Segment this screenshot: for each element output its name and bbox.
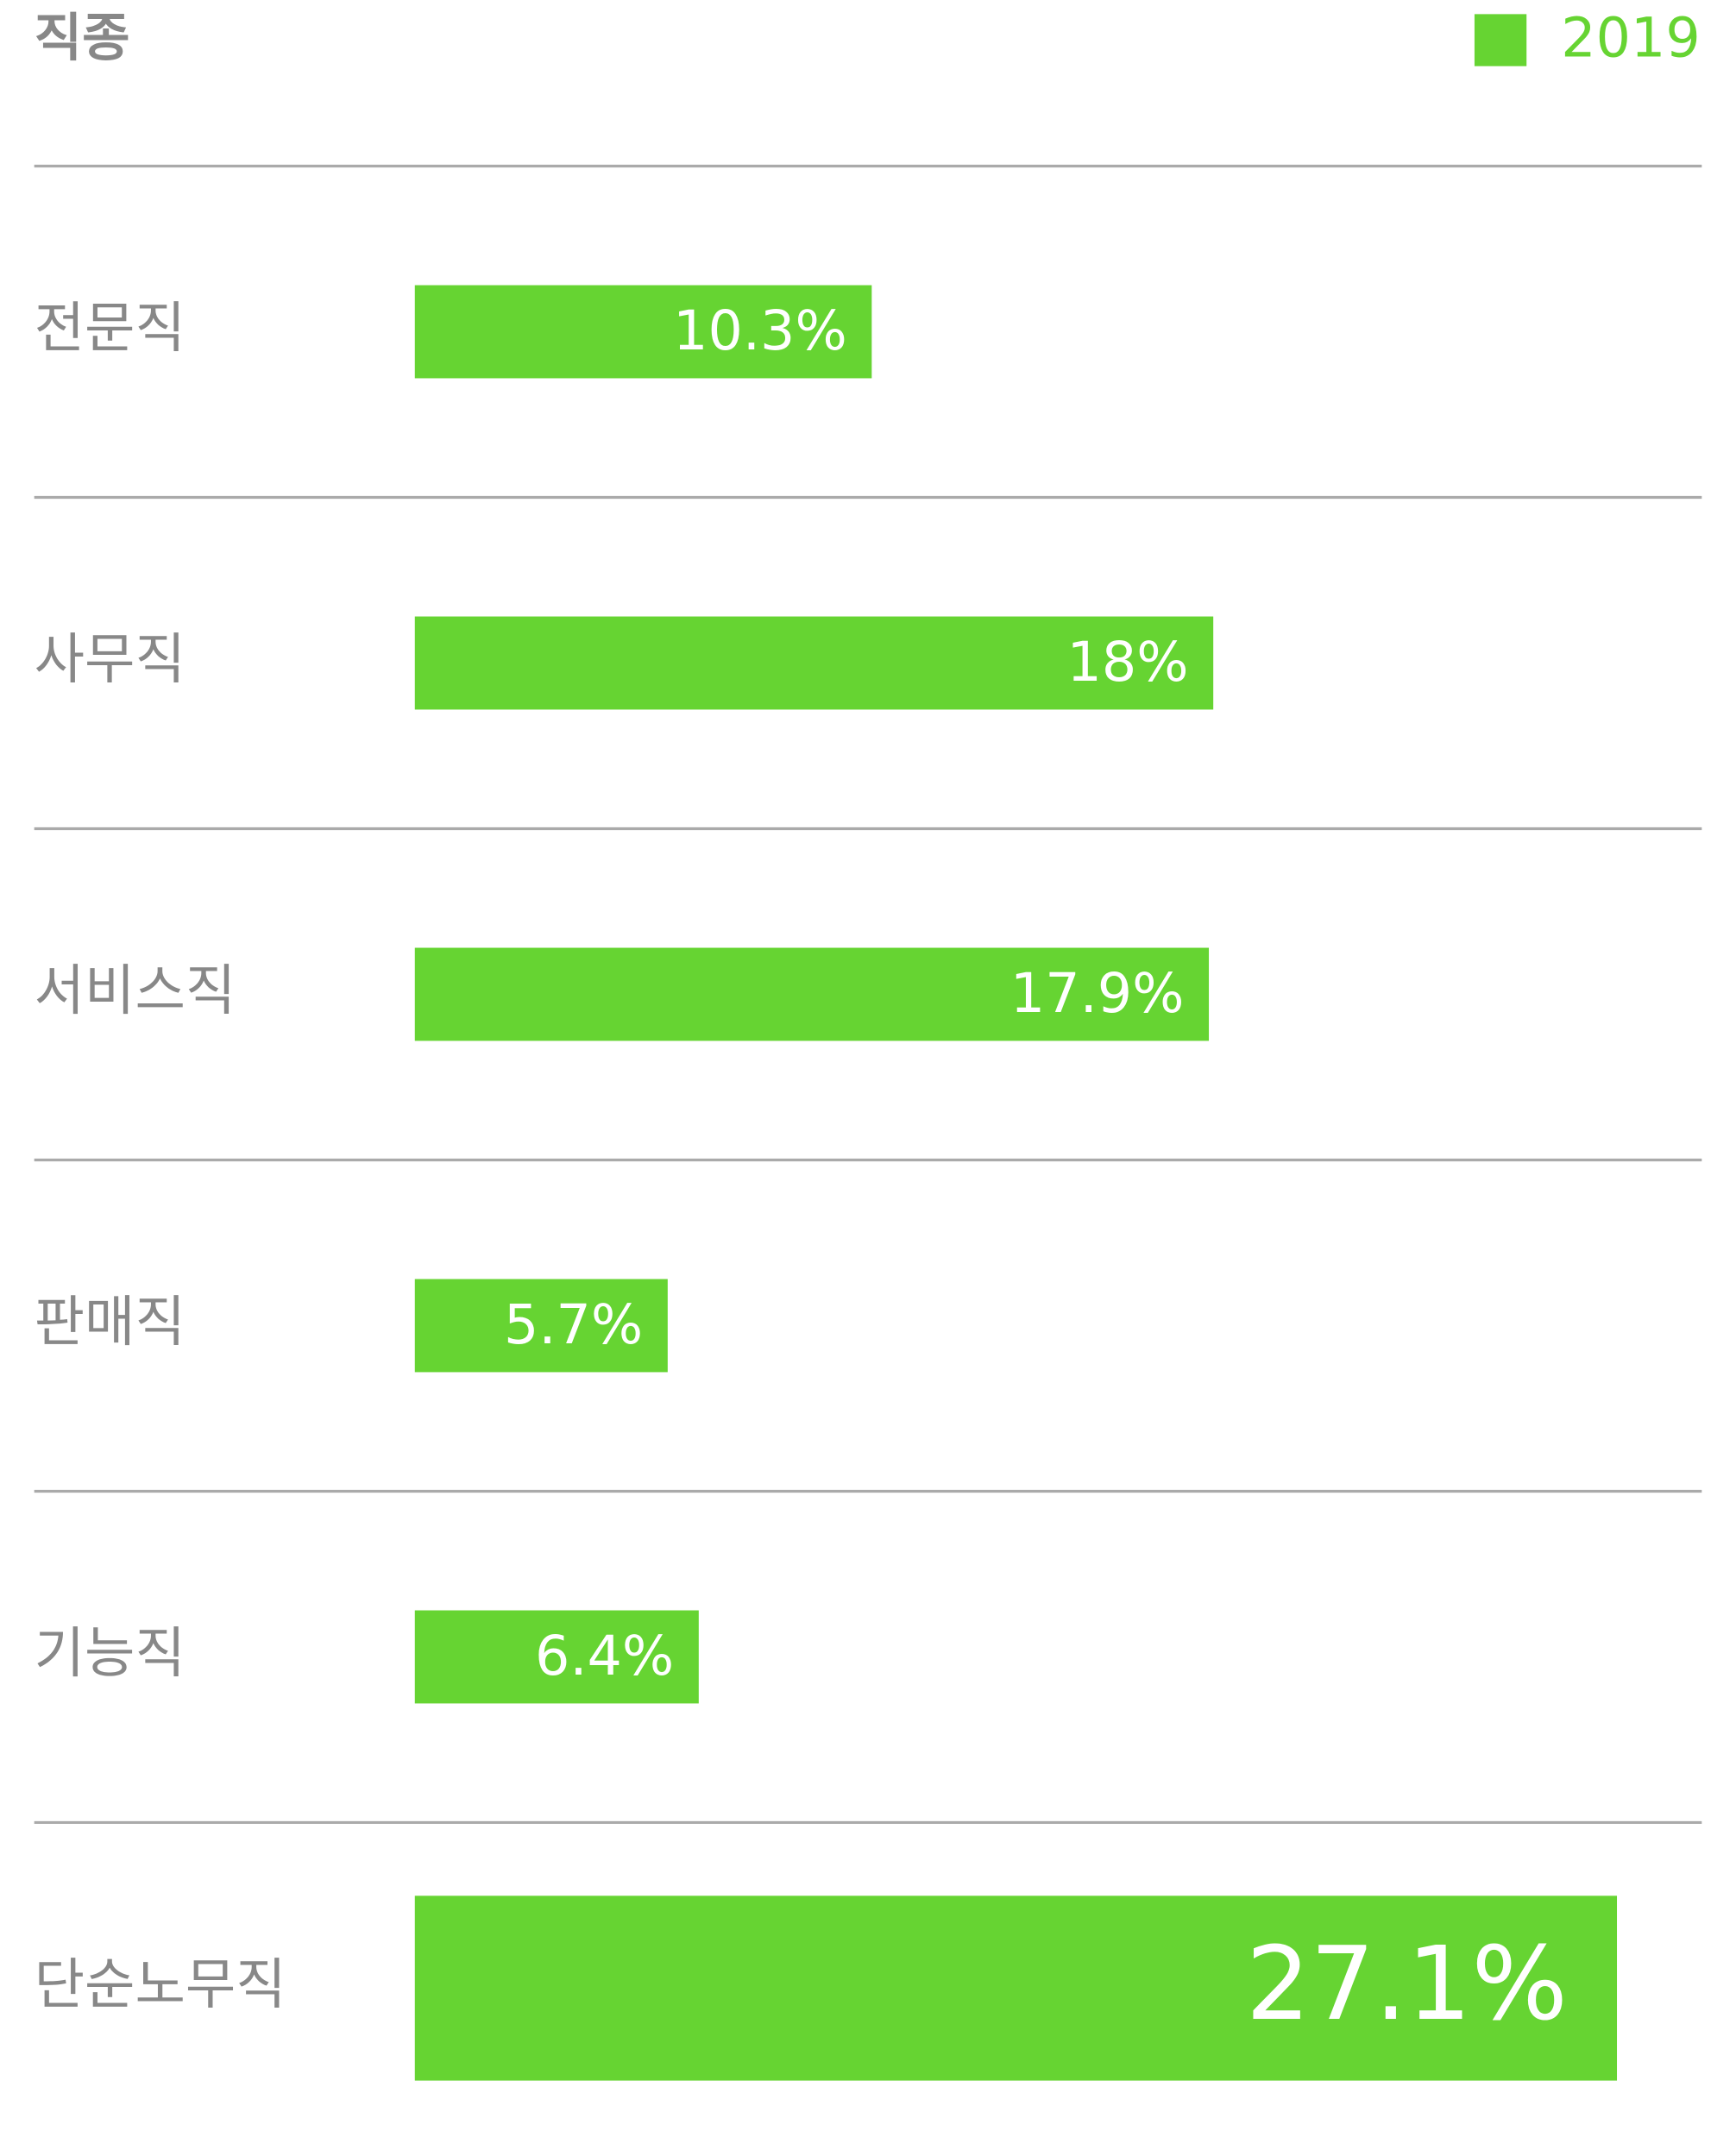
value-label: 17.9% bbox=[1010, 961, 1185, 1025]
category-label: 서비스직 bbox=[35, 959, 236, 1022]
chart-title: 직종 bbox=[35, 9, 130, 69]
value-label: 6.4% bbox=[535, 1624, 674, 1688]
category-label: 전문직 bbox=[35, 296, 186, 360]
value-label: 18% bbox=[1067, 630, 1189, 694]
legend-swatch bbox=[1474, 14, 1527, 66]
bar bbox=[414, 1610, 699, 1704]
bar bbox=[414, 616, 1214, 710]
category-label: 사무직 bbox=[35, 627, 186, 691]
value-label: 27.1% bbox=[1246, 1925, 1568, 2043]
bar bbox=[414, 1895, 1618, 2081]
bar bbox=[414, 285, 872, 379]
bar bbox=[414, 1279, 668, 1373]
category-label: 단순노무직 bbox=[35, 1952, 286, 2016]
bar bbox=[414, 947, 1210, 1041]
category-label: 판매직 bbox=[35, 1290, 186, 1354]
legend-label: 2019 bbox=[1561, 6, 1701, 70]
value-label: 10.3% bbox=[673, 299, 847, 362]
value-label: 5.7% bbox=[504, 1292, 643, 1356]
category-label: 기능직 bbox=[35, 1621, 186, 1685]
